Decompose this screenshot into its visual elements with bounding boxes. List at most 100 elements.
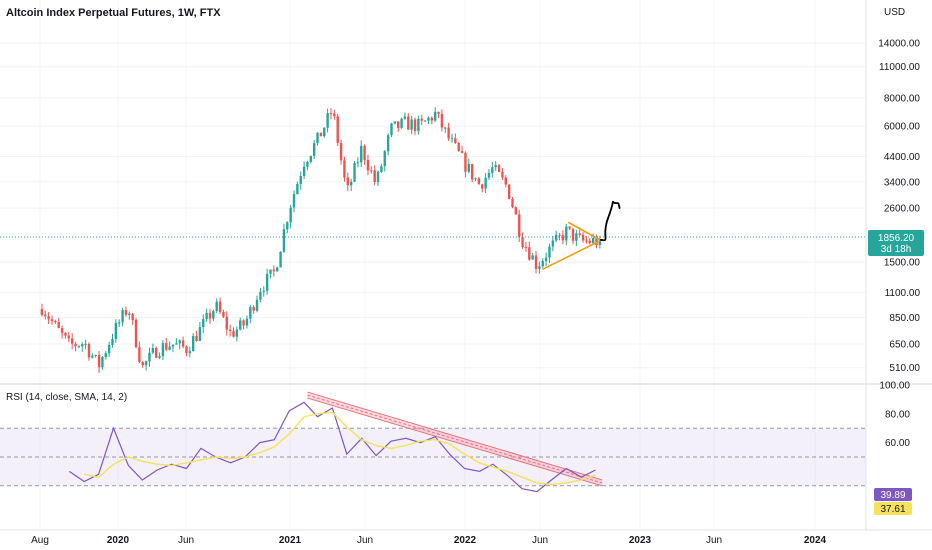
candle <box>487 168 491 180</box>
candle <box>474 177 477 182</box>
candle <box>222 309 225 318</box>
candle <box>228 324 232 337</box>
candle <box>299 171 302 190</box>
rsi-trendline[interactable] <box>307 391 603 487</box>
candle <box>481 183 484 193</box>
candle <box>501 168 504 180</box>
candle <box>54 319 57 325</box>
candle <box>94 354 97 358</box>
candle <box>81 342 84 352</box>
candle <box>565 223 568 246</box>
candle <box>242 319 245 330</box>
candle <box>138 341 141 364</box>
price-tick-label: 3400.00 <box>884 177 921 188</box>
candle <box>235 326 239 342</box>
candle <box>504 175 507 188</box>
candle <box>309 155 313 164</box>
candle <box>598 235 602 249</box>
candle <box>74 341 77 352</box>
candle <box>444 126 447 134</box>
candle <box>124 306 128 317</box>
candle <box>272 265 276 277</box>
candle <box>158 352 161 360</box>
candle <box>561 230 565 245</box>
candle <box>70 333 74 350</box>
time-tick-label: 2022 <box>454 535 477 546</box>
price-tick-label: 1500.00 <box>884 257 921 268</box>
candle <box>538 261 541 274</box>
candle <box>400 117 403 130</box>
candle <box>64 332 67 339</box>
candle <box>225 311 228 336</box>
candle <box>578 228 581 237</box>
candle <box>202 314 205 334</box>
candle <box>497 164 501 173</box>
candle <box>454 133 457 145</box>
candle <box>249 304 252 324</box>
rsi-tick-label: 80.00 <box>885 409 910 420</box>
candle <box>494 161 497 171</box>
candle <box>420 114 423 126</box>
candle <box>316 132 319 146</box>
time-tick-label: 2023 <box>629 535 652 546</box>
candle <box>346 172 349 192</box>
candle <box>370 166 373 174</box>
candle <box>581 232 585 243</box>
candle <box>356 157 360 168</box>
candle <box>571 228 575 245</box>
candle <box>255 295 259 313</box>
candle <box>554 230 558 243</box>
candle <box>141 361 144 368</box>
candle <box>514 206 518 215</box>
candle <box>77 345 81 349</box>
candle <box>232 327 235 338</box>
candle <box>91 353 94 359</box>
candle <box>531 252 534 260</box>
candle <box>534 251 538 274</box>
chart-title: Altcoin Index Perpetual Futures, 1W, FTX <box>6 7 221 19</box>
candle <box>121 307 124 327</box>
candle <box>524 241 528 253</box>
candle <box>252 305 255 314</box>
candle <box>181 336 185 349</box>
candle <box>484 172 487 194</box>
time-tick-label: Aug <box>31 535 49 546</box>
candle <box>144 360 148 371</box>
candle <box>185 345 188 357</box>
candle <box>279 251 282 268</box>
rsi-tick-label: 60.00 <box>885 438 910 449</box>
time-tick-label: 2021 <box>279 535 302 546</box>
candle <box>101 356 104 370</box>
candle <box>588 237 591 245</box>
candle <box>457 142 460 152</box>
rsi-line <box>68 401 596 493</box>
rsi-value-badge: 39.89 <box>874 488 912 501</box>
candle <box>380 163 383 174</box>
candle <box>47 311 50 324</box>
candle <box>585 236 588 244</box>
candle <box>60 325 64 339</box>
candle <box>373 165 376 186</box>
rsi-ma-badge: 37.61 <box>874 502 912 515</box>
candle <box>363 144 366 165</box>
projection-path[interactable] <box>599 200 621 242</box>
time-tick-label: Jun <box>178 535 194 546</box>
candle <box>128 311 131 320</box>
price-candles <box>40 107 602 373</box>
candle <box>40 303 44 317</box>
candle <box>521 232 524 249</box>
rsi-axis[interactable]: 100.00 80.00 60.00 <box>879 381 910 450</box>
time-axis[interactable]: Aug 2020 Jun 2021 Jun 2022 Jun 2023 Jun 2024 <box>31 535 826 546</box>
candle <box>97 351 101 373</box>
candle <box>195 330 198 342</box>
candle <box>178 339 181 350</box>
candle <box>175 338 178 345</box>
candle <box>544 252 548 267</box>
rsi-title: RSI (14, close, SMA, 14, 2) <box>6 392 127 403</box>
time-tick-label: Jun <box>532 535 548 546</box>
candle <box>491 161 494 178</box>
price-grid <box>0 42 866 369</box>
triangle-lower-line[interactable] <box>541 240 601 271</box>
time-tick-label: Jun <box>706 535 722 546</box>
